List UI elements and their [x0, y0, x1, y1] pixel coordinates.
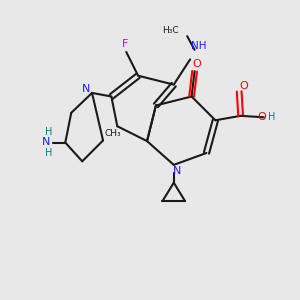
Text: NH: NH — [191, 41, 206, 51]
Text: O: O — [193, 59, 201, 69]
Text: O: O — [258, 112, 266, 122]
Text: F: F — [122, 39, 128, 49]
Text: CH₃: CH₃ — [104, 129, 121, 138]
Text: H: H — [45, 148, 52, 158]
Text: H: H — [268, 112, 275, 122]
Text: O: O — [239, 80, 248, 91]
Text: H₃C: H₃C — [162, 26, 179, 35]
Text: H: H — [45, 127, 52, 137]
Text: N: N — [82, 84, 90, 94]
Text: N: N — [42, 137, 50, 147]
Text: N: N — [172, 166, 181, 176]
